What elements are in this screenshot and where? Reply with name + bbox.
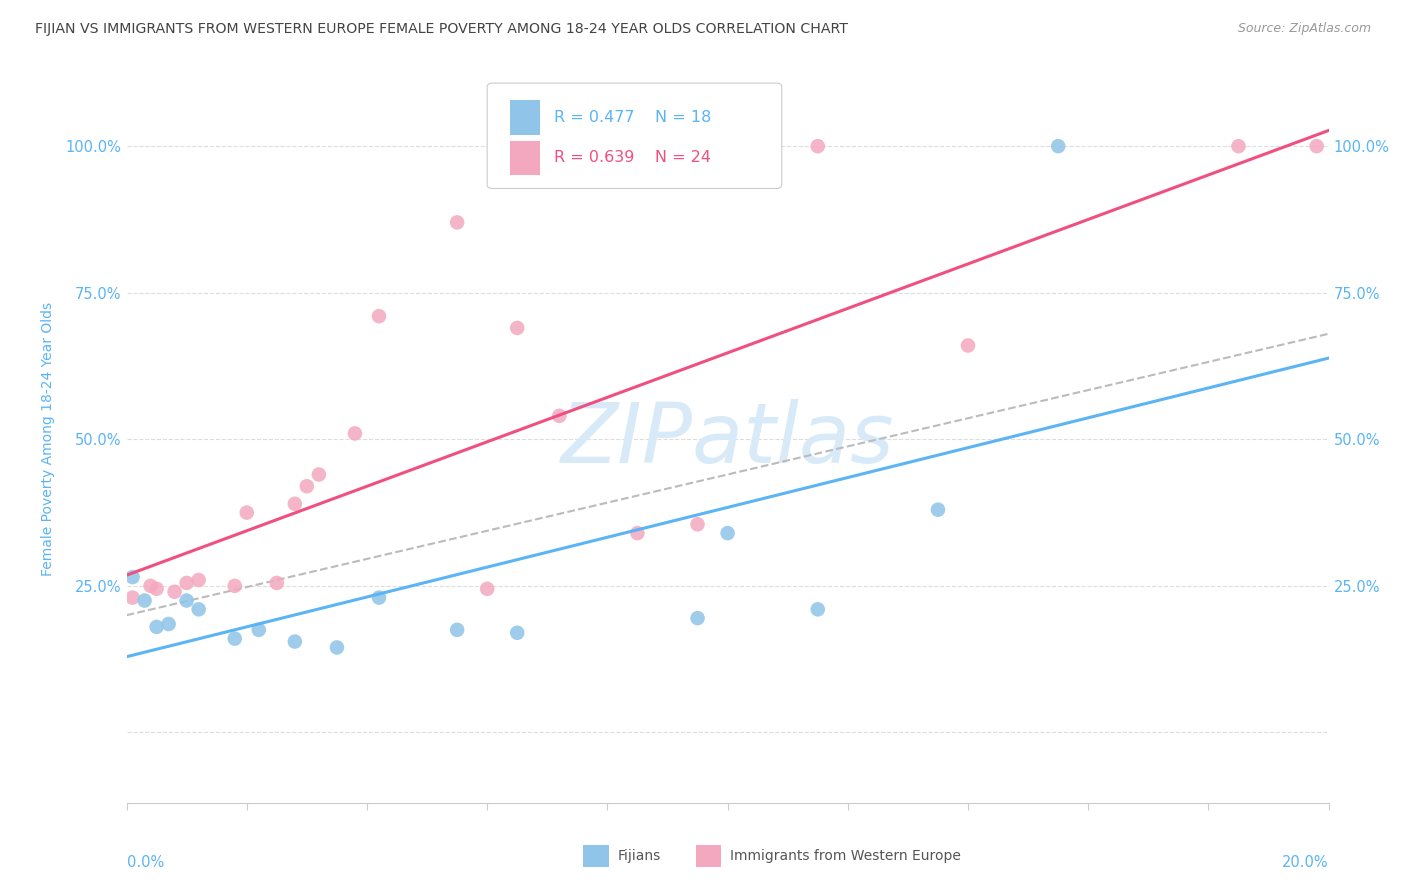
Point xyxy=(343,426,366,441)
Point xyxy=(956,338,979,352)
Point xyxy=(224,579,246,593)
FancyBboxPatch shape xyxy=(486,83,782,188)
Point xyxy=(1227,139,1250,153)
Point xyxy=(686,517,709,532)
Point xyxy=(446,215,468,229)
Point xyxy=(807,139,830,153)
Point xyxy=(145,582,167,596)
Point xyxy=(235,506,259,520)
Point xyxy=(548,409,571,423)
Point xyxy=(368,591,391,605)
Point xyxy=(176,593,198,607)
Point xyxy=(163,584,186,599)
Point xyxy=(716,526,740,541)
Point xyxy=(224,632,246,646)
Point xyxy=(247,623,270,637)
Point xyxy=(121,591,143,605)
Point xyxy=(139,579,162,593)
Point xyxy=(807,602,830,616)
Point xyxy=(145,620,167,634)
Bar xyxy=(510,100,540,135)
Text: 0.0%: 0.0% xyxy=(127,855,163,870)
Point xyxy=(446,623,468,637)
Point xyxy=(308,467,330,482)
Point xyxy=(326,640,349,655)
Text: Fijians: Fijians xyxy=(617,849,661,863)
Point xyxy=(266,576,288,591)
Point xyxy=(927,502,949,516)
Point xyxy=(121,570,143,584)
Point xyxy=(626,526,648,541)
Point xyxy=(506,625,529,640)
Text: Immigrants from Western Europe: Immigrants from Western Europe xyxy=(730,849,960,863)
Text: R = 0.477    N = 18: R = 0.477 N = 18 xyxy=(554,110,711,125)
Point xyxy=(187,602,209,616)
Point xyxy=(134,593,156,607)
Text: 20.0%: 20.0% xyxy=(1282,855,1329,870)
Point xyxy=(1047,139,1070,153)
Point xyxy=(157,617,180,632)
Point xyxy=(506,321,529,335)
Text: R = 0.639    N = 24: R = 0.639 N = 24 xyxy=(554,151,711,166)
Point xyxy=(475,582,498,596)
Point xyxy=(284,497,307,511)
Point xyxy=(187,573,209,587)
Text: ZIPatlas: ZIPatlas xyxy=(561,399,894,480)
Text: Source: ZipAtlas.com: Source: ZipAtlas.com xyxy=(1237,22,1371,36)
Text: FIJIAN VS IMMIGRANTS FROM WESTERN EUROPE FEMALE POVERTY AMONG 18-24 YEAR OLDS CO: FIJIAN VS IMMIGRANTS FROM WESTERN EUROPE… xyxy=(35,22,848,37)
Point xyxy=(176,576,198,591)
Point xyxy=(284,634,307,648)
Point xyxy=(295,479,318,493)
Y-axis label: Female Poverty Among 18-24 Year Olds: Female Poverty Among 18-24 Year Olds xyxy=(41,302,55,576)
Point xyxy=(686,611,709,625)
Bar xyxy=(510,141,540,176)
Point xyxy=(368,309,391,323)
Point xyxy=(1305,139,1327,153)
